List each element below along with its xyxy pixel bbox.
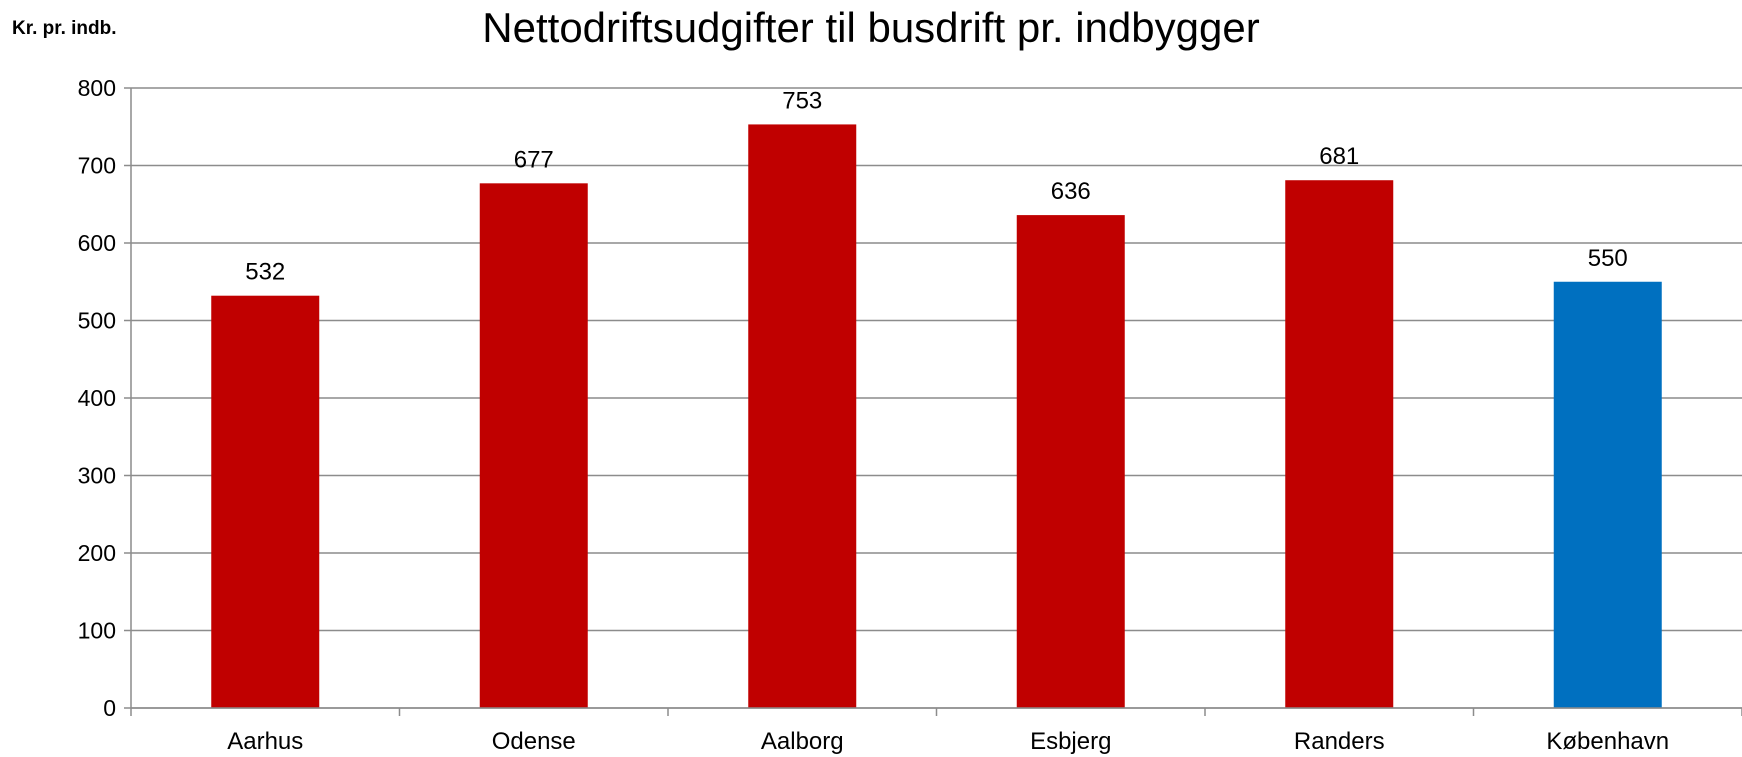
- data-label: 636: [1051, 178, 1091, 205]
- y-tick-label: 800: [78, 75, 116, 101]
- y-tick-label: 300: [78, 463, 116, 489]
- y-tick-label: 0: [103, 695, 116, 721]
- x-tick-label: Esbjerg: [1030, 728, 1111, 755]
- y-tick-label: 100: [78, 618, 116, 644]
- x-tick-label: Odense: [492, 728, 576, 755]
- data-label: 753: [782, 87, 822, 114]
- bar: [1553, 281, 1662, 708]
- data-label: 681: [1319, 143, 1359, 170]
- y-tick-label: 700: [78, 153, 116, 179]
- y-tick-label: 500: [78, 308, 116, 334]
- x-tick-label: Aalborg: [761, 728, 844, 755]
- data-label: 550: [1588, 245, 1628, 272]
- bar: [211, 295, 320, 708]
- y-tick-label: 600: [78, 230, 116, 256]
- bar: [1285, 180, 1394, 709]
- bar: [1016, 215, 1125, 708]
- bar: [479, 183, 588, 708]
- y-tick-label: 400: [78, 385, 116, 411]
- chart-title: Nettodriftsudgifter til busdrift pr. ind…: [482, 4, 1260, 51]
- x-tick-label: Randers: [1294, 728, 1385, 755]
- data-label: 677: [514, 146, 554, 173]
- x-tick-label: København: [1546, 728, 1669, 755]
- x-tick-label: Aarhus: [227, 728, 303, 755]
- data-label: 532: [245, 259, 285, 286]
- bar: [748, 124, 857, 709]
- y-tick-label: 200: [78, 540, 116, 566]
- y-axis-label: Kr. pr. indb.: [12, 18, 117, 39]
